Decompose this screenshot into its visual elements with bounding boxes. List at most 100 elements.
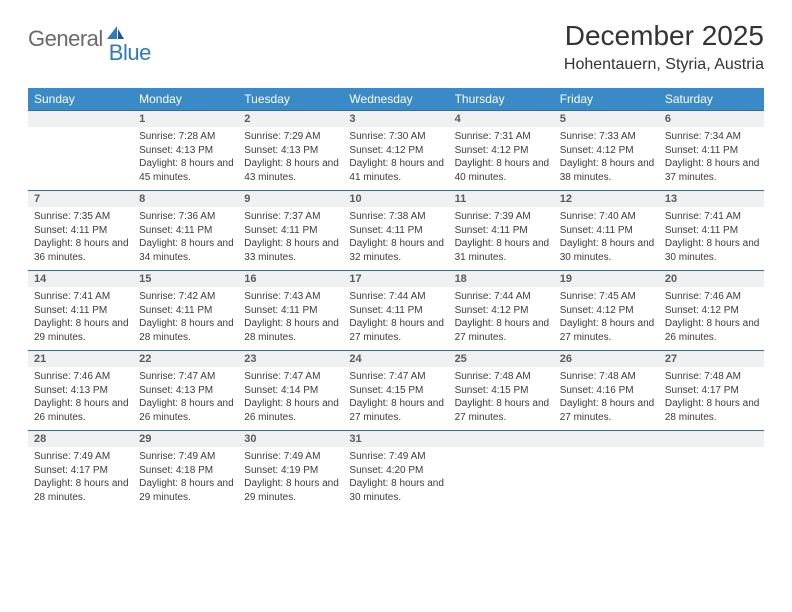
sunset-line: Sunset: 4:11 PM xyxy=(560,224,655,238)
sunset-line: Sunset: 4:11 PM xyxy=(665,144,760,158)
day-body-cell: Sunrise: 7:46 AMSunset: 4:13 PMDaylight:… xyxy=(28,367,133,431)
day-body-cell: Sunrise: 7:44 AMSunset: 4:12 PMDaylight:… xyxy=(449,287,554,351)
sunrise-line: Sunrise: 7:49 AM xyxy=(139,450,234,464)
day-body-cell: Sunrise: 7:47 AMSunset: 4:15 PMDaylight:… xyxy=(343,367,448,431)
day-body-row: Sunrise: 7:46 AMSunset: 4:13 PMDaylight:… xyxy=(28,367,764,431)
sunset-line: Sunset: 4:11 PM xyxy=(665,224,760,238)
sunrise-line: Sunrise: 7:47 AM xyxy=(349,370,444,384)
daylight-line: Daylight: 8 hours and 28 minutes. xyxy=(34,477,129,504)
day-body-cell: Sunrise: 7:37 AMSunset: 4:11 PMDaylight:… xyxy=(238,207,343,271)
daylight-line: Daylight: 8 hours and 27 minutes. xyxy=(560,397,655,424)
daylight-line: Daylight: 8 hours and 28 minutes. xyxy=(244,317,339,344)
day-body-cell: Sunrise: 7:29 AMSunset: 4:13 PMDaylight:… xyxy=(238,127,343,191)
weekday-header: Friday xyxy=(554,88,659,111)
day-body-row: Sunrise: 7:35 AMSunset: 4:11 PMDaylight:… xyxy=(28,207,764,271)
sunset-line: Sunset: 4:16 PM xyxy=(560,384,655,398)
day-number-cell: 29 xyxy=(133,431,238,448)
weekday-header: Thursday xyxy=(449,88,554,111)
day-number-cell: 20 xyxy=(659,271,764,288)
sunrise-line: Sunrise: 7:48 AM xyxy=(560,370,655,384)
weekday-header: Wednesday xyxy=(343,88,448,111)
sunrise-line: Sunrise: 7:37 AM xyxy=(244,210,339,224)
header: General Blue December 2025 Hohentauern, … xyxy=(28,20,764,74)
daylight-line: Daylight: 8 hours and 26 minutes. xyxy=(244,397,339,424)
day-body-cell: Sunrise: 7:30 AMSunset: 4:12 PMDaylight:… xyxy=(343,127,448,191)
day-body-cell: Sunrise: 7:44 AMSunset: 4:11 PMDaylight:… xyxy=(343,287,448,351)
sunrise-line: Sunrise: 7:29 AM xyxy=(244,130,339,144)
sunset-line: Sunset: 4:12 PM xyxy=(560,144,655,158)
daylight-line: Daylight: 8 hours and 29 minutes. xyxy=(244,477,339,504)
daylight-line: Daylight: 8 hours and 34 minutes. xyxy=(139,237,234,264)
day-number-cell: 11 xyxy=(449,191,554,208)
day-number-cell: 19 xyxy=(554,271,659,288)
sunrise-line: Sunrise: 7:38 AM xyxy=(349,210,444,224)
day-body-cell: Sunrise: 7:47 AMSunset: 4:13 PMDaylight:… xyxy=(133,367,238,431)
sunset-line: Sunset: 4:11 PM xyxy=(34,224,129,238)
sunset-line: Sunset: 4:18 PM xyxy=(139,464,234,478)
daylight-line: Daylight: 8 hours and 26 minutes. xyxy=(139,397,234,424)
day-number-cell: 23 xyxy=(238,351,343,368)
day-number-row: 14151617181920 xyxy=(28,271,764,288)
day-body-cell: Sunrise: 7:36 AMSunset: 4:11 PMDaylight:… xyxy=(133,207,238,271)
day-number-cell: 27 xyxy=(659,351,764,368)
sunrise-line: Sunrise: 7:30 AM xyxy=(349,130,444,144)
day-number-row: 78910111213 xyxy=(28,191,764,208)
day-number-cell: 17 xyxy=(343,271,448,288)
day-body-cell: Sunrise: 7:35 AMSunset: 4:11 PMDaylight:… xyxy=(28,207,133,271)
day-number-cell: 1 xyxy=(133,111,238,128)
sunset-line: Sunset: 4:11 PM xyxy=(349,304,444,318)
weekday-header: Saturday xyxy=(659,88,764,111)
day-body-cell: Sunrise: 7:48 AMSunset: 4:17 PMDaylight:… xyxy=(659,367,764,431)
day-number-cell: 7 xyxy=(28,191,133,208)
sunrise-line: Sunrise: 7:46 AM xyxy=(34,370,129,384)
sunrise-line: Sunrise: 7:48 AM xyxy=(455,370,550,384)
daylight-line: Daylight: 8 hours and 29 minutes. xyxy=(139,477,234,504)
day-number-cell: 5 xyxy=(554,111,659,128)
logo: General Blue xyxy=(28,20,151,52)
day-number-cell: 15 xyxy=(133,271,238,288)
logo-text-blue: Blue xyxy=(109,40,151,66)
sunrise-line: Sunrise: 7:47 AM xyxy=(244,370,339,384)
daylight-line: Daylight: 8 hours and 37 minutes. xyxy=(665,157,760,184)
day-body-row: Sunrise: 7:41 AMSunset: 4:11 PMDaylight:… xyxy=(28,287,764,351)
day-body-cell: Sunrise: 7:45 AMSunset: 4:12 PMDaylight:… xyxy=(554,287,659,351)
day-number-cell: 25 xyxy=(449,351,554,368)
day-body-cell: Sunrise: 7:46 AMSunset: 4:12 PMDaylight:… xyxy=(659,287,764,351)
day-body-row: Sunrise: 7:28 AMSunset: 4:13 PMDaylight:… xyxy=(28,127,764,191)
sunrise-line: Sunrise: 7:41 AM xyxy=(34,290,129,304)
sunrise-line: Sunrise: 7:28 AM xyxy=(139,130,234,144)
day-body-cell: Sunrise: 7:48 AMSunset: 4:15 PMDaylight:… xyxy=(449,367,554,431)
sunset-line: Sunset: 4:11 PM xyxy=(244,224,339,238)
sunset-line: Sunset: 4:12 PM xyxy=(665,304,760,318)
daylight-line: Daylight: 8 hours and 30 minutes. xyxy=(560,237,655,264)
day-body-cell: Sunrise: 7:48 AMSunset: 4:16 PMDaylight:… xyxy=(554,367,659,431)
day-number-cell: 22 xyxy=(133,351,238,368)
day-number-cell: 10 xyxy=(343,191,448,208)
daylight-line: Daylight: 8 hours and 33 minutes. xyxy=(244,237,339,264)
day-number-cell: 21 xyxy=(28,351,133,368)
daylight-line: Daylight: 8 hours and 29 minutes. xyxy=(34,317,129,344)
day-body-cell: Sunrise: 7:49 AMSunset: 4:20 PMDaylight:… xyxy=(343,447,448,510)
day-body-cell: Sunrise: 7:43 AMSunset: 4:11 PMDaylight:… xyxy=(238,287,343,351)
day-body-cell xyxy=(554,447,659,510)
sunset-line: Sunset: 4:17 PM xyxy=(34,464,129,478)
day-body-cell: Sunrise: 7:49 AMSunset: 4:18 PMDaylight:… xyxy=(133,447,238,510)
daylight-line: Daylight: 8 hours and 27 minutes. xyxy=(349,317,444,344)
day-body-cell: Sunrise: 7:47 AMSunset: 4:14 PMDaylight:… xyxy=(238,367,343,431)
day-number-row: 123456 xyxy=(28,111,764,128)
day-body-cell: Sunrise: 7:41 AMSunset: 4:11 PMDaylight:… xyxy=(659,207,764,271)
sunset-line: Sunset: 4:14 PM xyxy=(244,384,339,398)
day-body-cell xyxy=(659,447,764,510)
sunrise-line: Sunrise: 7:31 AM xyxy=(455,130,550,144)
day-number-cell: 3 xyxy=(343,111,448,128)
sunset-line: Sunset: 4:17 PM xyxy=(665,384,760,398)
daylight-line: Daylight: 8 hours and 30 minutes. xyxy=(665,237,760,264)
sunset-line: Sunset: 4:11 PM xyxy=(349,224,444,238)
sunrise-line: Sunrise: 7:35 AM xyxy=(34,210,129,224)
sunset-line: Sunset: 4:12 PM xyxy=(349,144,444,158)
day-body-cell: Sunrise: 7:39 AMSunset: 4:11 PMDaylight:… xyxy=(449,207,554,271)
day-number-cell: 6 xyxy=(659,111,764,128)
day-number-row: 21222324252627 xyxy=(28,351,764,368)
day-number-cell: 4 xyxy=(449,111,554,128)
day-body-cell: Sunrise: 7:31 AMSunset: 4:12 PMDaylight:… xyxy=(449,127,554,191)
